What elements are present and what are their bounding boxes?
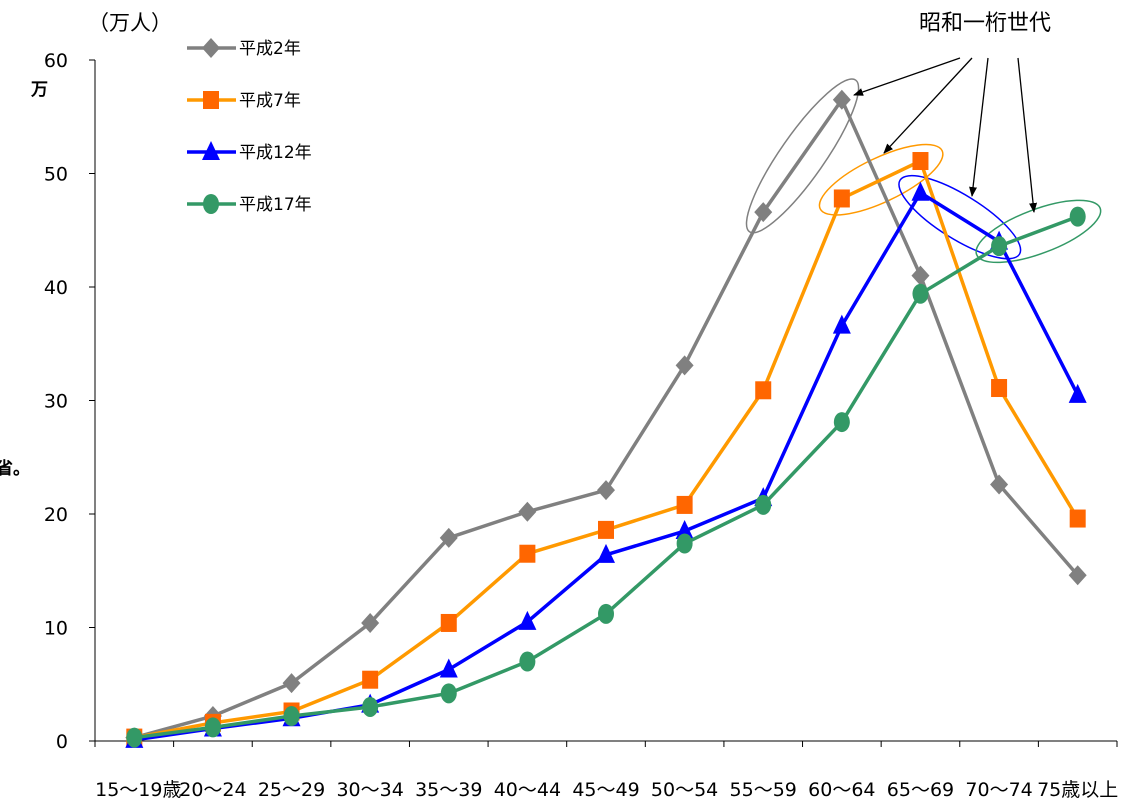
data-point bbox=[832, 314, 851, 334]
stray-left-text: 省。 bbox=[0, 458, 30, 479]
data-point bbox=[832, 89, 851, 110]
annotation-label: 昭和一桁世代 bbox=[919, 11, 1051, 36]
data-point bbox=[518, 610, 537, 630]
data-point bbox=[911, 265, 930, 286]
annotation-arrows bbox=[853, 57, 1038, 213]
series-4 bbox=[126, 206, 1086, 748]
data-point bbox=[991, 236, 1008, 257]
series-1 bbox=[125, 89, 1087, 748]
data-point bbox=[598, 603, 614, 624]
data-point bbox=[519, 544, 536, 563]
series-lines bbox=[125, 89, 1087, 748]
y-tick-label: 20 bbox=[44, 504, 68, 526]
y-tick-label: 40 bbox=[44, 277, 68, 299]
x-tick-label: 25～29 bbox=[258, 779, 325, 801]
legend-item: 平成7年 bbox=[187, 91, 301, 111]
data-point bbox=[755, 381, 772, 400]
data-point bbox=[440, 683, 457, 704]
series-2 bbox=[126, 152, 1086, 747]
y-tick-label: 30 bbox=[44, 391, 68, 413]
highlight-ellipse bbox=[745, 78, 860, 234]
data-point bbox=[1069, 206, 1086, 227]
series-3 bbox=[125, 181, 1087, 748]
data-point bbox=[203, 91, 219, 109]
series-line bbox=[133, 159, 1080, 740]
annotation-arrow bbox=[969, 57, 989, 197]
data-point bbox=[362, 670, 379, 689]
data-point bbox=[1068, 383, 1087, 403]
y-tick-label: 0 bbox=[56, 731, 68, 753]
data-point bbox=[440, 613, 457, 632]
x-tick-label: 60～64 bbox=[808, 779, 875, 801]
data-point bbox=[911, 181, 930, 201]
series-line bbox=[134, 191, 1080, 742]
data-point bbox=[126, 727, 143, 748]
data-point bbox=[597, 480, 615, 501]
legend-label: 平成2年 bbox=[239, 39, 301, 59]
data-point bbox=[204, 717, 221, 738]
data-point bbox=[597, 543, 615, 563]
annotation-arrow bbox=[883, 57, 973, 154]
x-tick-label: 20～24 bbox=[179, 779, 246, 801]
data-point bbox=[439, 527, 458, 548]
x-tick-label: 65～69 bbox=[887, 779, 954, 801]
highlight-ellipses bbox=[745, 78, 1102, 264]
x-tick-label: 45～49 bbox=[572, 779, 639, 801]
x-tick-label: 40～44 bbox=[494, 779, 561, 801]
data-point bbox=[676, 495, 693, 514]
data-point bbox=[1068, 565, 1087, 586]
legend-item: 平成2年 bbox=[187, 38, 301, 59]
y-tick-label: 50 bbox=[44, 164, 68, 186]
legend-item: 平成17年 bbox=[187, 194, 312, 215]
x-tick-label: 75歳以上 bbox=[1037, 779, 1118, 801]
y-tick-label: 10 bbox=[44, 618, 68, 640]
data-point bbox=[282, 673, 301, 694]
x-tick-label: 35～39 bbox=[415, 779, 482, 801]
data-point bbox=[439, 658, 458, 678]
data-point bbox=[991, 379, 1008, 398]
data-point bbox=[202, 141, 220, 160]
highlight-ellipse bbox=[818, 143, 944, 216]
legend-label: 平成7年 bbox=[239, 91, 301, 111]
data-point bbox=[362, 696, 379, 717]
data-point bbox=[675, 355, 694, 376]
data-point bbox=[990, 474, 1009, 495]
legend-label: 平成12年 bbox=[239, 143, 312, 163]
data-point bbox=[912, 152, 929, 171]
x-tick-label: 30～34 bbox=[336, 779, 403, 801]
data-point bbox=[598, 520, 614, 539]
annotation-arrow bbox=[1017, 57, 1038, 213]
annotation-arrow bbox=[853, 57, 961, 96]
data-point bbox=[203, 194, 219, 214]
data-point bbox=[361, 612, 380, 633]
data-point bbox=[754, 202, 773, 223]
data-point bbox=[283, 706, 300, 727]
x-tick-label: 15～19歳 bbox=[95, 779, 181, 801]
data-point bbox=[1069, 509, 1086, 528]
data-point bbox=[202, 38, 220, 58]
data-point bbox=[912, 283, 929, 304]
x-tick-label: 70～74 bbox=[965, 779, 1032, 801]
data-point bbox=[833, 412, 850, 433]
data-point bbox=[675, 520, 694, 540]
legend-label: 平成17年 bbox=[239, 195, 312, 215]
data-point bbox=[519, 651, 536, 672]
legend-item: 平成12年 bbox=[187, 141, 312, 163]
data-point bbox=[833, 189, 850, 208]
series-line bbox=[134, 214, 1079, 740]
data-point bbox=[518, 501, 537, 522]
data-point bbox=[676, 533, 693, 554]
y-unit-label: （万人） bbox=[88, 11, 172, 35]
x-tick-label: 55～59 bbox=[730, 779, 797, 801]
x-tick-label: 50～54 bbox=[651, 779, 718, 801]
data-point bbox=[755, 494, 772, 515]
y-tick-label: 60 bbox=[44, 50, 68, 72]
stray-y-char: 万 bbox=[30, 80, 48, 100]
